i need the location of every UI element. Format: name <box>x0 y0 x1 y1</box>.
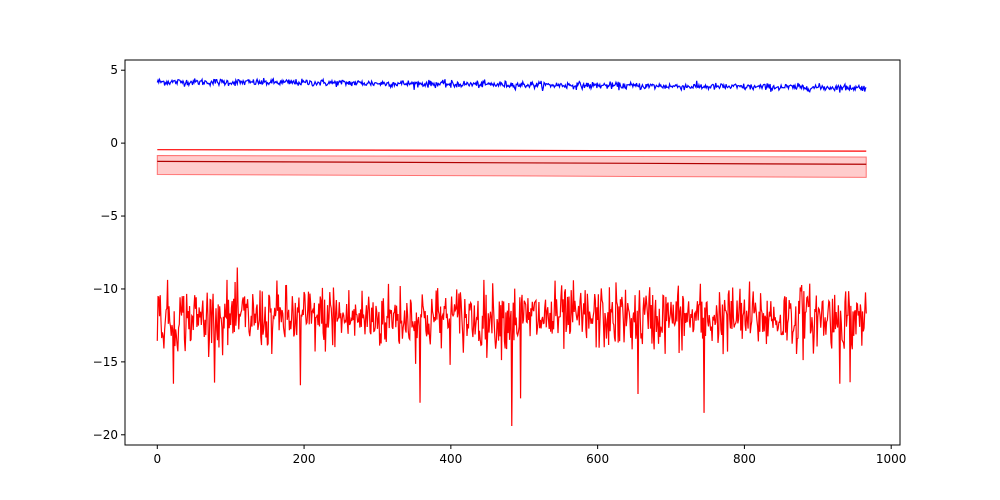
series-line-4 <box>156 267 867 427</box>
y-tick-label: −15 <box>93 355 118 369</box>
series-line-3 <box>157 160 867 165</box>
plot-frame <box>124 59 901 446</box>
axes-layer: 0 200 400 600 800 1000 5 0 −5 −10 −15 −20 <box>93 63 907 466</box>
x-tick-label: 800 <box>733 452 756 466</box>
y-tick-label: 5 <box>110 63 118 77</box>
plot-layer <box>156 77 867 427</box>
series-line-1 <box>156 77 867 93</box>
x-tick-label: 1000 <box>876 452 907 466</box>
x-tick-label: 400 <box>439 452 462 466</box>
x-tick-label: 200 <box>293 452 316 466</box>
y-tick-label: −5 <box>100 209 118 223</box>
series-line-2 <box>157 149 867 152</box>
x-tick-label: 600 <box>586 452 609 466</box>
y-tick-label: 0 <box>110 136 118 150</box>
x-tick-label: 0 <box>153 452 161 466</box>
y-tick-label: −20 <box>93 428 118 442</box>
y-tick-label: −10 <box>93 282 118 296</box>
confidence-band <box>156 155 867 178</box>
